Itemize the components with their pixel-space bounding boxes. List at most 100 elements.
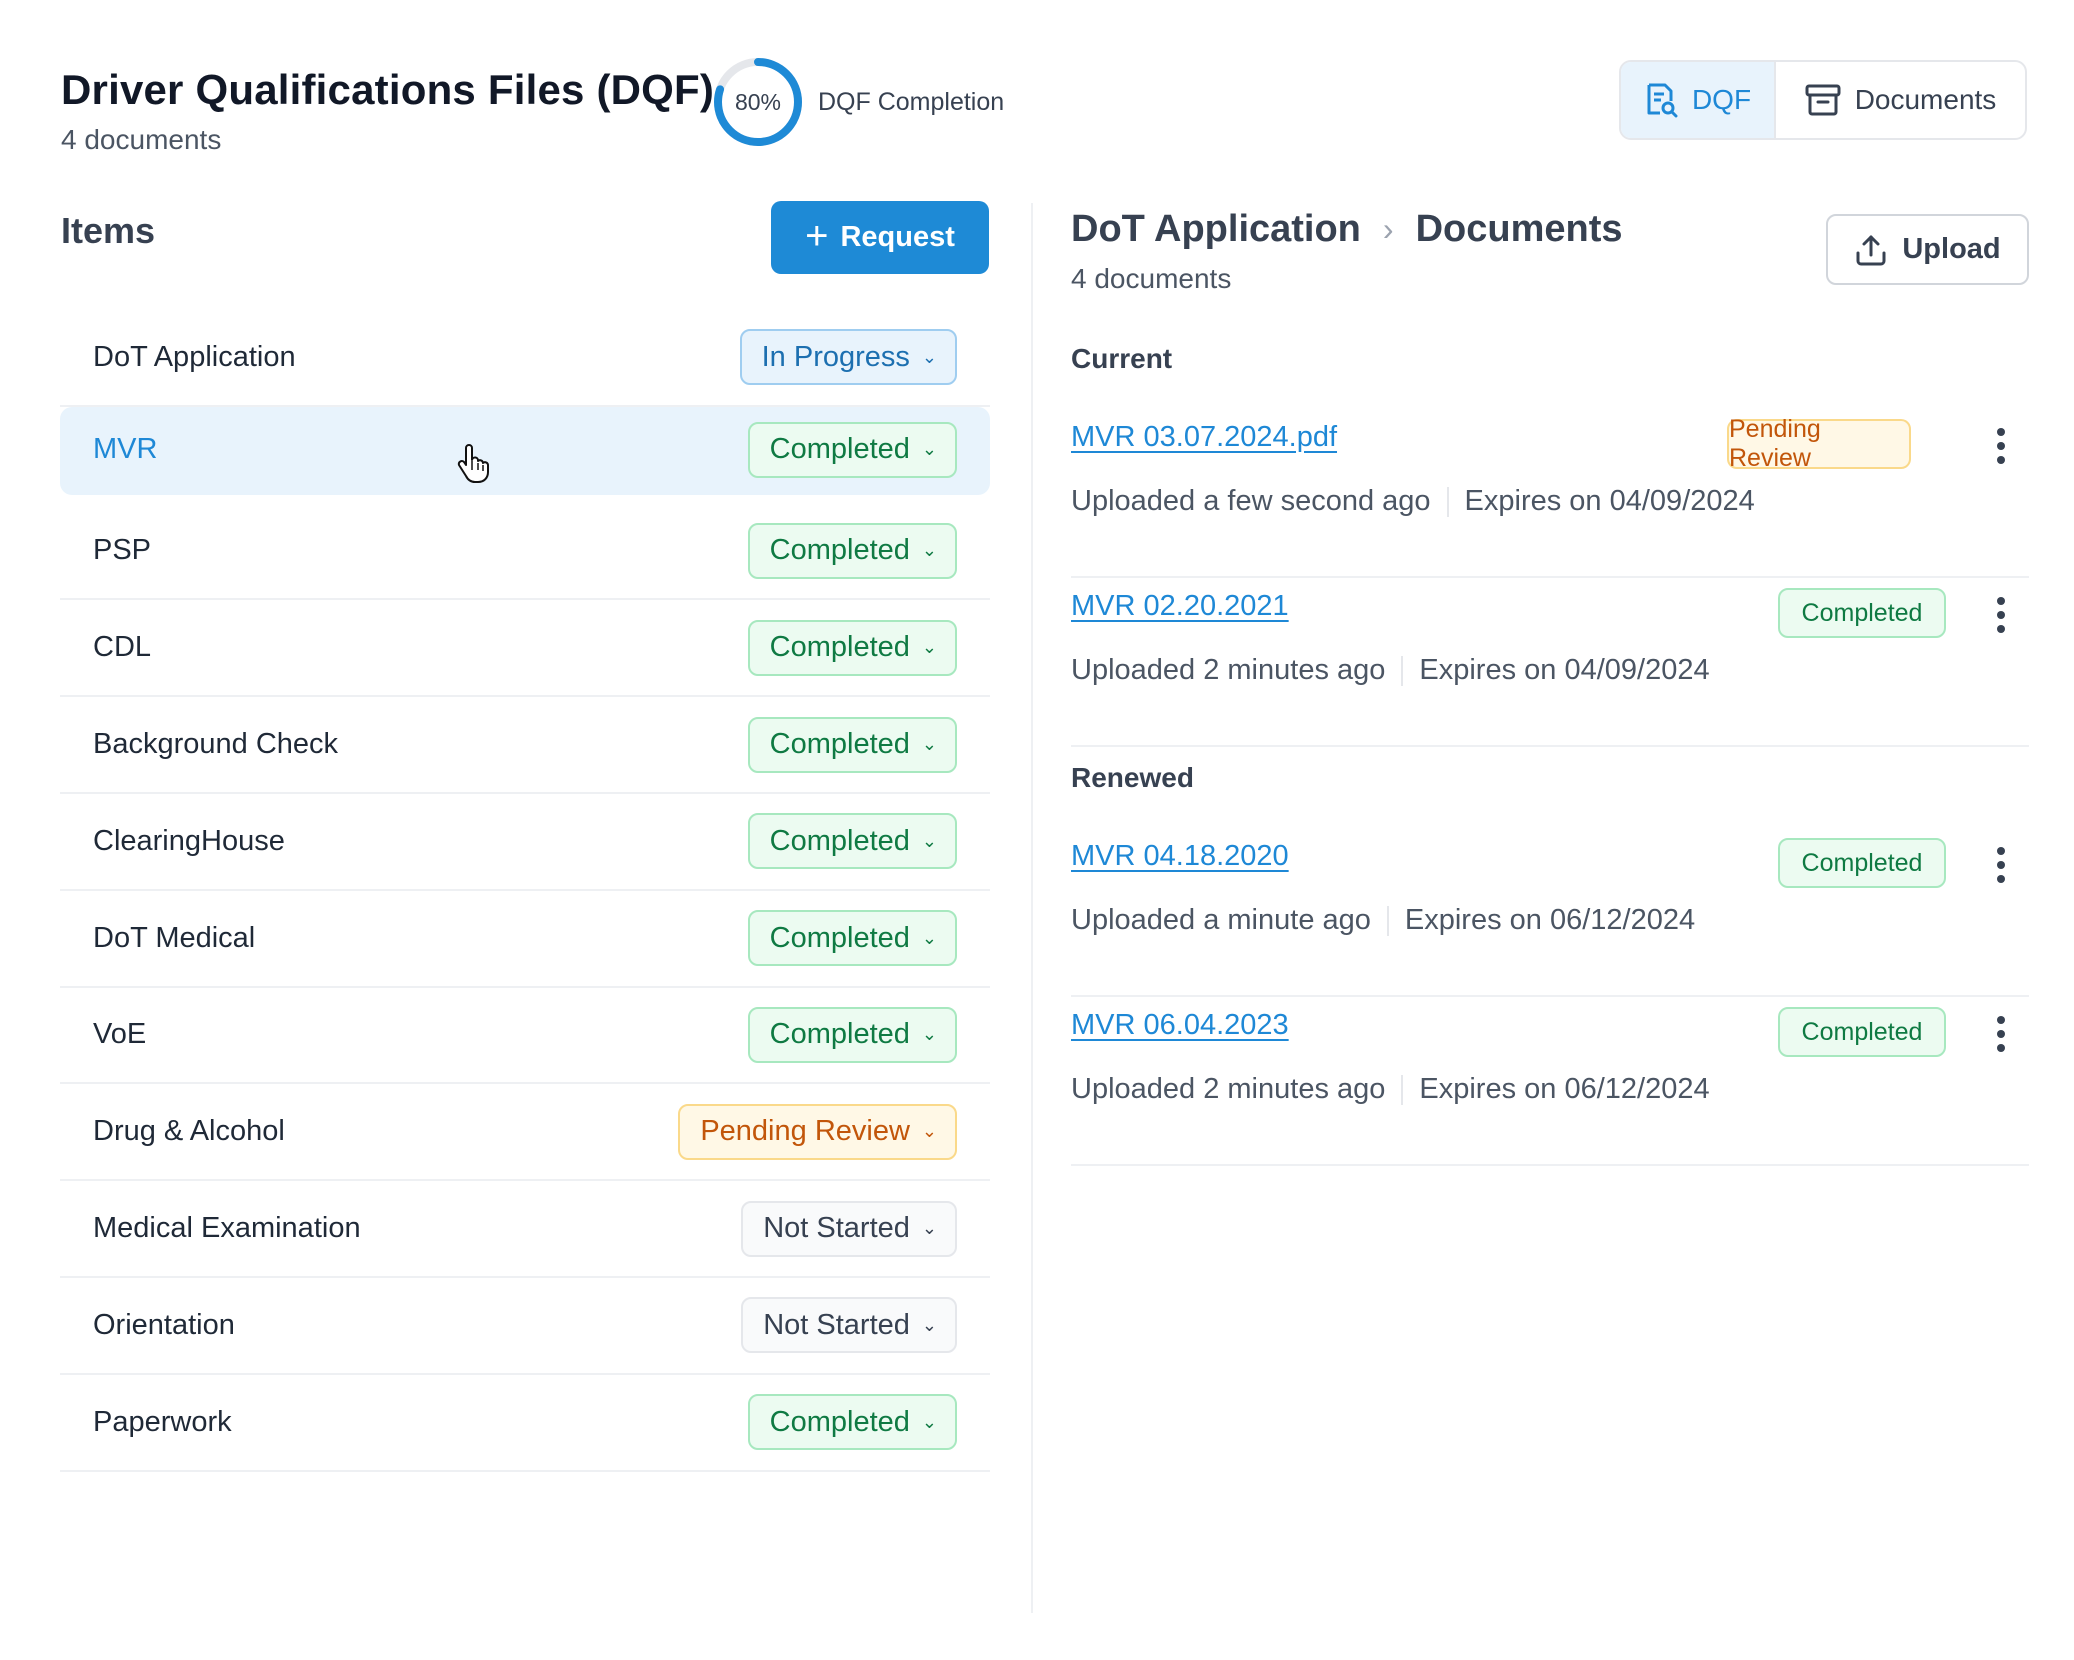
list-item[interactable]: VoE Completed ⌄ bbox=[60, 988, 990, 1085]
status-label: Completed bbox=[769, 631, 910, 664]
list-item[interactable]: PSP Completed ⌄ bbox=[60, 504, 990, 601]
meta-divider bbox=[1401, 1074, 1404, 1105]
document-meta: Uploaded 2 minutes ago Expires on 04/09/… bbox=[1071, 654, 1710, 687]
upload-time: Uploaded a few second ago bbox=[1071, 485, 1431, 517]
document-meta: Uploaded 2 minutes ago Expires on 06/12/… bbox=[1071, 1073, 1710, 1106]
list-item-selected[interactable]: MVR Completed ⌄ bbox=[60, 406, 990, 495]
item-name: Orientation bbox=[93, 1308, 235, 1341]
item-name: PSP bbox=[93, 534, 152, 567]
more-options-icon[interactable] bbox=[1986, 1009, 2016, 1059]
chevron-right-icon: › bbox=[1382, 211, 1394, 247]
document-row: MVR 06.04.2023 Completed Uploaded 2 minu… bbox=[1071, 997, 2029, 1166]
list-item[interactable]: DoT Application In Progress ⌄ bbox=[60, 310, 990, 407]
meta-divider bbox=[1401, 655, 1404, 686]
items-panel-title: Items bbox=[61, 210, 156, 251]
breadcrumb-current: Documents bbox=[1415, 208, 1623, 250]
chevron-down-icon: ⌄ bbox=[921, 1411, 937, 1432]
status-label: In Progress bbox=[761, 340, 910, 373]
chevron-down-icon: ⌄ bbox=[921, 927, 937, 948]
status-dropdown[interactable]: Completed ⌄ bbox=[747, 619, 957, 676]
more-options-icon[interactable] bbox=[1986, 421, 2016, 471]
item-name: Drug & Alcohol bbox=[93, 1115, 285, 1148]
item-name: MVR bbox=[93, 433, 158, 466]
status-dropdown[interactable]: Not Started ⌄ bbox=[741, 1297, 957, 1354]
list-item[interactable]: Background Check Completed ⌄ bbox=[60, 697, 990, 794]
status-badge: Completed bbox=[1778, 838, 1946, 888]
request-button[interactable]: + Request bbox=[771, 201, 989, 274]
status-dropdown[interactable]: Completed ⌄ bbox=[747, 813, 957, 870]
renewed-section-title: Renewed bbox=[1071, 762, 1194, 793]
list-item[interactable]: Drug & Alcohol Pending Review ⌄ bbox=[60, 1084, 990, 1182]
chevron-down-icon: ⌄ bbox=[921, 346, 937, 367]
status-dropdown[interactable]: Completed ⌄ bbox=[747, 716, 957, 773]
chevron-down-icon: ⌄ bbox=[921, 1121, 937, 1142]
breadcrumb-parent[interactable]: DoT Application bbox=[1071, 208, 1361, 250]
status-badge: Pending Review bbox=[1727, 415, 1911, 472]
item-name: Paperwork bbox=[93, 1405, 232, 1438]
upload-time: Uploaded 2 minutes ago bbox=[1071, 1073, 1386, 1105]
status-dropdown[interactable]: Completed ⌄ bbox=[747, 421, 957, 478]
document-count: 4 documents bbox=[1071, 263, 1232, 294]
status-dropdown[interactable]: Not Started ⌄ bbox=[741, 1200, 957, 1257]
meta-divider bbox=[1446, 486, 1449, 517]
expiry-date: Expires on 06/12/2024 bbox=[1404, 904, 1696, 936]
status-dropdown[interactable]: Completed ⌄ bbox=[747, 910, 957, 967]
document-row: MVR 02.20.2021 Completed Uploaded 2 minu… bbox=[1071, 578, 2029, 747]
page-subtitle: 4 documents bbox=[61, 124, 222, 155]
completion-label: DQF Completion bbox=[818, 88, 1005, 116]
chevron-down-icon: ⌄ bbox=[921, 439, 937, 460]
status-dropdown[interactable]: Pending Review ⌄ bbox=[678, 1103, 957, 1160]
dqf-view-button[interactable]: DQF bbox=[1621, 62, 1776, 138]
expiry-date: Expires on 04/09/2024 bbox=[1464, 485, 1755, 517]
document-link[interactable]: MVR 02.20.2021 bbox=[1071, 590, 1289, 622]
chevron-down-icon: ⌄ bbox=[921, 540, 937, 561]
document-row: MVR 03.07.2024.pdf Pending Review Upload… bbox=[1071, 409, 2029, 578]
status-label: Completed bbox=[769, 1405, 910, 1438]
status-label: Completed bbox=[769, 728, 910, 761]
list-item[interactable]: Orientation Not Started ⌄ bbox=[60, 1278, 990, 1375]
status-dropdown[interactable]: Completed ⌄ bbox=[747, 1394, 957, 1451]
chevron-down-icon: ⌄ bbox=[921, 1218, 937, 1239]
chevron-down-icon: ⌄ bbox=[921, 1024, 937, 1045]
list-item[interactable]: Paperwork Completed ⌄ bbox=[60, 1375, 990, 1472]
chevron-down-icon: ⌄ bbox=[921, 734, 937, 755]
status-dropdown[interactable]: In Progress ⌄ bbox=[739, 329, 957, 386]
status-label: Pending Review bbox=[700, 1115, 910, 1148]
item-name: Medical Examination bbox=[93, 1212, 361, 1245]
status-badge: Completed bbox=[1778, 1007, 1946, 1057]
item-name: DoT Medical bbox=[93, 921, 256, 954]
status-label: Completed bbox=[769, 921, 910, 954]
status-dropdown[interactable]: Completed ⌄ bbox=[747, 522, 957, 579]
chevron-down-icon: ⌄ bbox=[921, 1314, 937, 1335]
status-label: Not Started bbox=[763, 1308, 910, 1341]
upload-icon bbox=[1856, 235, 1886, 265]
hand-pointer-icon bbox=[457, 444, 489, 483]
current-section-title: Current bbox=[1071, 343, 1173, 374]
status-label: Completed bbox=[769, 433, 910, 466]
archive-icon bbox=[1805, 84, 1841, 116]
status-label: Completed bbox=[769, 534, 910, 567]
list-item[interactable]: CDL Completed ⌄ bbox=[60, 600, 990, 698]
upload-button[interactable]: Upload bbox=[1826, 214, 2029, 285]
list-item[interactable]: ClearingHouse Completed ⌄ bbox=[60, 794, 990, 891]
documents-view-label: Documents bbox=[1854, 84, 1997, 115]
items-list: DoT Application In Progress ⌄ MVR Comple… bbox=[60, 310, 990, 1472]
more-options-icon[interactable] bbox=[1986, 840, 2016, 890]
document-link[interactable]: MVR 03.07.2024.pdf bbox=[1071, 421, 1338, 453]
document-link[interactable]: MVR 04.18.2020 bbox=[1071, 840, 1289, 872]
view-toggle: DQF Documents bbox=[1619, 60, 2027, 140]
panel-divider bbox=[1031, 203, 1033, 1613]
status-label: Completed bbox=[769, 824, 910, 857]
completion-donut: 80% bbox=[712, 56, 804, 148]
completion-ring-icon bbox=[714, 58, 802, 146]
list-item[interactable]: DoT Medical Completed ⌄ bbox=[60, 891, 990, 988]
document-link[interactable]: MVR 06.04.2023 bbox=[1071, 1009, 1289, 1041]
breadcrumb: DoT Application › Documents bbox=[1071, 208, 1622, 251]
status-dropdown[interactable]: Completed ⌄ bbox=[747, 1006, 957, 1063]
list-item[interactable]: Medical Examination Not Started ⌄ bbox=[60, 1181, 990, 1278]
expiry-date: Expires on 06/12/2024 bbox=[1419, 1073, 1710, 1105]
request-button-label: Request bbox=[840, 221, 955, 253]
documents-view-button[interactable]: Documents bbox=[1776, 62, 2025, 138]
upload-time: Uploaded a minute ago bbox=[1071, 904, 1371, 936]
more-options-icon[interactable] bbox=[1986, 590, 2016, 640]
